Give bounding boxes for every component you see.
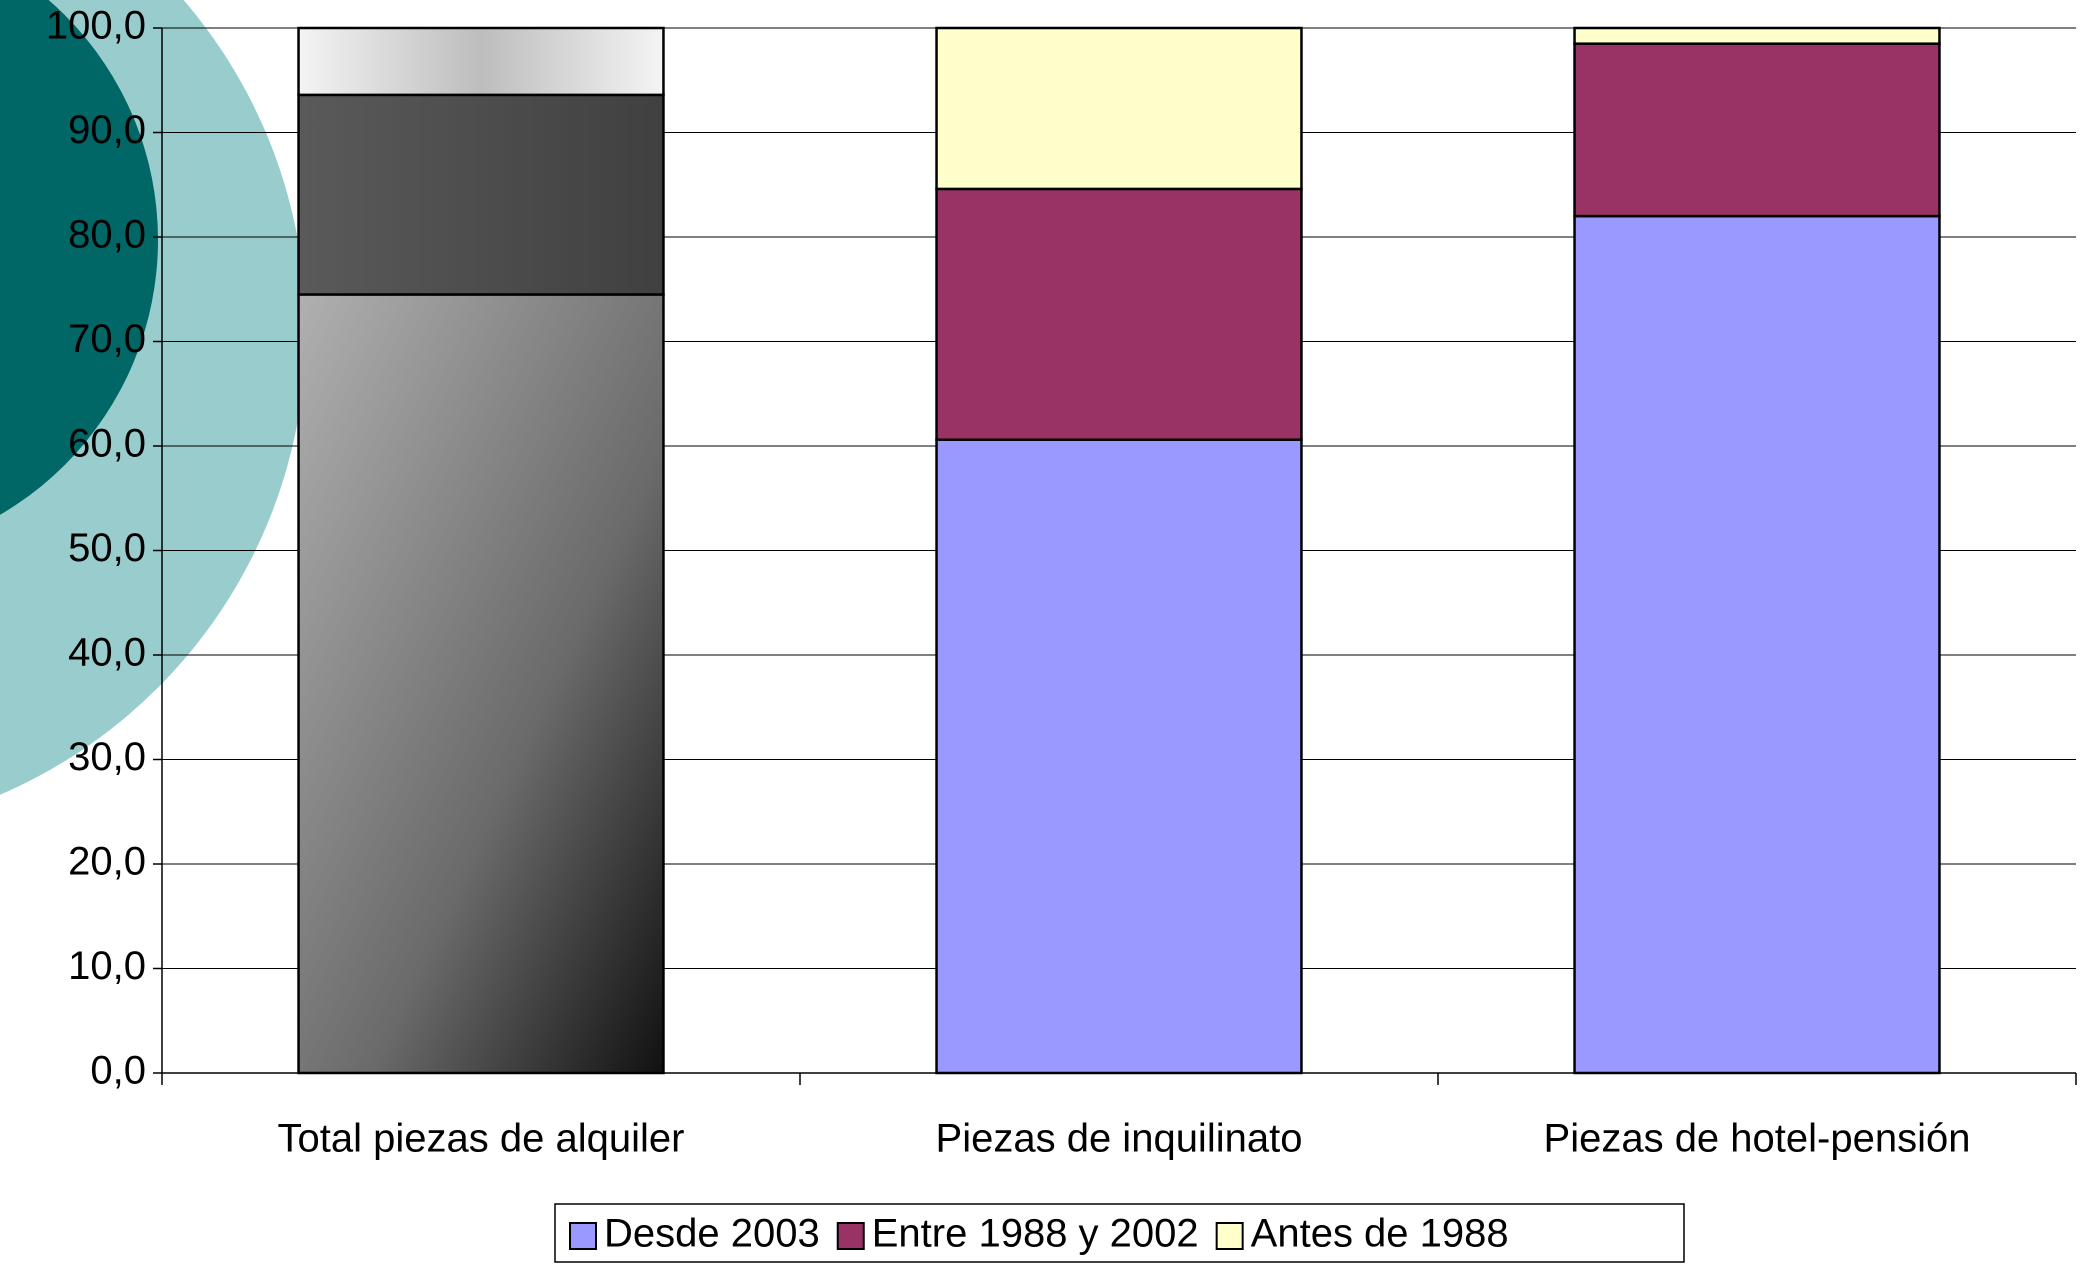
legend-swatch [1215, 1222, 1244, 1250]
y-tick-label: 50,0 [68, 526, 146, 570]
y-tick-label: 30,0 [68, 735, 146, 779]
y-tick-label: 40,0 [68, 631, 146, 675]
legend-label: Desde 2003 [604, 1212, 820, 1256]
legend-swatch [836, 1222, 865, 1250]
legend-swatch [569, 1222, 597, 1250]
y-tick-label: 20,0 [68, 840, 146, 884]
legend-label: Entre 1988 y 2002 [872, 1212, 1199, 1256]
bar-segment [935, 187, 1303, 441]
y-tick-label: 0,0 [90, 1049, 146, 1093]
x-tick-label: Total piezas de alquiler [278, 1117, 685, 1161]
y-tick-label: 80,0 [68, 213, 146, 257]
decoration [0, 0, 158, 515]
y-tick-label: 10,0 [68, 944, 146, 988]
y-tick-label: 60,0 [68, 422, 146, 466]
bar-segment [1573, 214, 1941, 1075]
y-tick-label: 70,0 [68, 317, 146, 361]
x-tick-label: Piezas de hotel-pensión [1544, 1117, 1971, 1161]
y-tick-label: 100,0 [46, 4, 146, 48]
bar-segment [297, 26, 665, 97]
y-tick-label: 90,0 [68, 108, 146, 152]
bar-segment [297, 93, 665, 296]
bar-segment [935, 438, 1303, 1075]
legend-label: Antes de 1988 [1251, 1212, 1509, 1256]
legend-box [554, 1203, 1685, 1263]
bar-segment [935, 26, 1303, 191]
bar-segment [1573, 42, 1941, 218]
bar-segment [1573, 26, 1941, 45]
x-tick-label: Piezas de inquilinato [936, 1117, 1303, 1161]
bar-segment [297, 293, 665, 1075]
